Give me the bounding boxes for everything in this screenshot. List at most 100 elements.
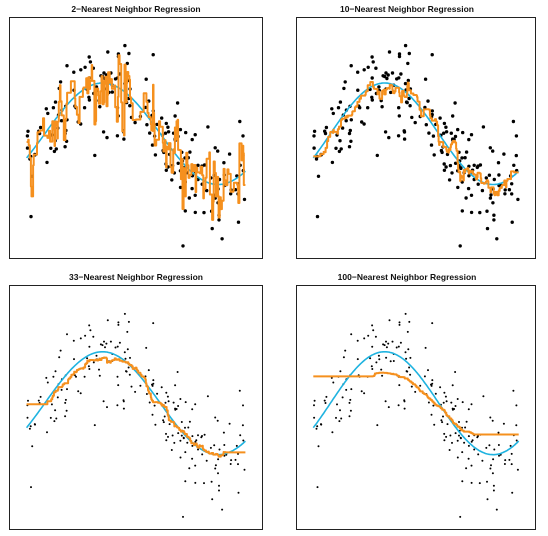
data-point xyxy=(316,486,319,489)
data-point xyxy=(398,384,401,387)
data-point xyxy=(54,147,58,151)
data-point xyxy=(238,389,241,392)
data-point xyxy=(191,408,194,411)
data-point xyxy=(324,125,329,130)
data-point xyxy=(423,77,428,81)
data-point xyxy=(75,375,77,378)
data-point xyxy=(165,439,168,442)
data-point xyxy=(323,131,328,136)
data-point xyxy=(431,322,434,325)
data-point xyxy=(509,444,512,447)
data-point xyxy=(152,382,155,385)
data-point xyxy=(173,114,177,118)
data-point xyxy=(229,463,232,465)
data-point xyxy=(378,358,381,361)
data-point xyxy=(211,498,214,501)
data-point xyxy=(237,491,240,494)
data-point xyxy=(331,111,335,116)
data-point xyxy=(451,384,454,387)
data-point xyxy=(376,424,379,427)
data-point xyxy=(165,432,167,435)
data-point xyxy=(403,43,408,48)
data-point xyxy=(148,401,151,404)
data-point xyxy=(188,467,191,470)
data-point xyxy=(432,404,435,407)
data-point xyxy=(37,399,40,402)
data-point xyxy=(375,361,378,364)
data-point xyxy=(29,425,32,428)
data-point xyxy=(338,139,342,143)
data-point xyxy=(79,68,83,72)
data-point xyxy=(179,398,182,400)
data-point xyxy=(214,467,217,470)
data-point xyxy=(110,90,115,94)
data-point xyxy=(349,64,353,68)
data-point xyxy=(206,125,210,129)
data-point xyxy=(165,391,168,394)
data-point xyxy=(458,434,460,437)
data-point xyxy=(503,192,507,196)
data-point xyxy=(485,226,490,231)
data-point xyxy=(440,150,444,155)
data-point xyxy=(370,95,374,100)
data-point xyxy=(214,416,217,419)
data-point xyxy=(320,423,323,426)
chart-title: 2−Nearest Neighbor Regression xyxy=(71,4,201,14)
data-point xyxy=(66,333,68,336)
data-point xyxy=(93,153,97,158)
data-point xyxy=(184,480,187,483)
data-point xyxy=(203,433,206,436)
true-function-line xyxy=(312,82,520,186)
data-point xyxy=(201,435,203,437)
data-point xyxy=(64,415,67,418)
data-point xyxy=(370,76,374,80)
data-point xyxy=(395,346,398,349)
data-point xyxy=(405,100,409,105)
data-point xyxy=(103,340,105,343)
data-point xyxy=(46,431,48,434)
data-point xyxy=(492,458,495,461)
data-point xyxy=(444,125,448,129)
data-point xyxy=(106,406,108,409)
data-point xyxy=(431,379,434,382)
data-point xyxy=(237,463,239,466)
data-point xyxy=(151,53,155,57)
data-point xyxy=(493,448,496,451)
data-point xyxy=(88,368,91,370)
data-point xyxy=(429,143,434,147)
data-point xyxy=(465,420,468,423)
data-point xyxy=(371,324,374,327)
data-point xyxy=(408,104,412,108)
data-point xyxy=(29,214,33,219)
data-point xyxy=(53,100,58,104)
data-point xyxy=(126,330,129,333)
data-point xyxy=(316,174,321,178)
data-point xyxy=(432,153,436,157)
data-point xyxy=(162,421,165,424)
plot-area xyxy=(296,17,536,259)
data-point xyxy=(218,484,220,487)
data-point xyxy=(115,134,120,138)
data-point xyxy=(239,434,242,437)
data-point xyxy=(337,149,342,154)
data-point xyxy=(508,458,511,461)
data-point xyxy=(324,402,327,404)
knn-fit-line xyxy=(312,371,520,436)
data-point xyxy=(349,398,352,401)
data-point xyxy=(449,434,452,437)
data-point xyxy=(444,130,449,134)
data-point xyxy=(191,444,194,447)
data-point xyxy=(397,76,401,80)
data-point xyxy=(458,244,462,248)
data-point xyxy=(491,472,494,475)
data-point xyxy=(451,441,453,444)
data-point xyxy=(481,125,486,129)
data-point xyxy=(153,153,158,157)
data-point xyxy=(123,312,126,315)
data-point xyxy=(102,71,106,75)
data-point xyxy=(177,432,180,435)
data-point xyxy=(408,320,411,323)
data-point xyxy=(166,125,170,129)
data-point xyxy=(480,188,485,193)
data-point xyxy=(236,220,241,224)
